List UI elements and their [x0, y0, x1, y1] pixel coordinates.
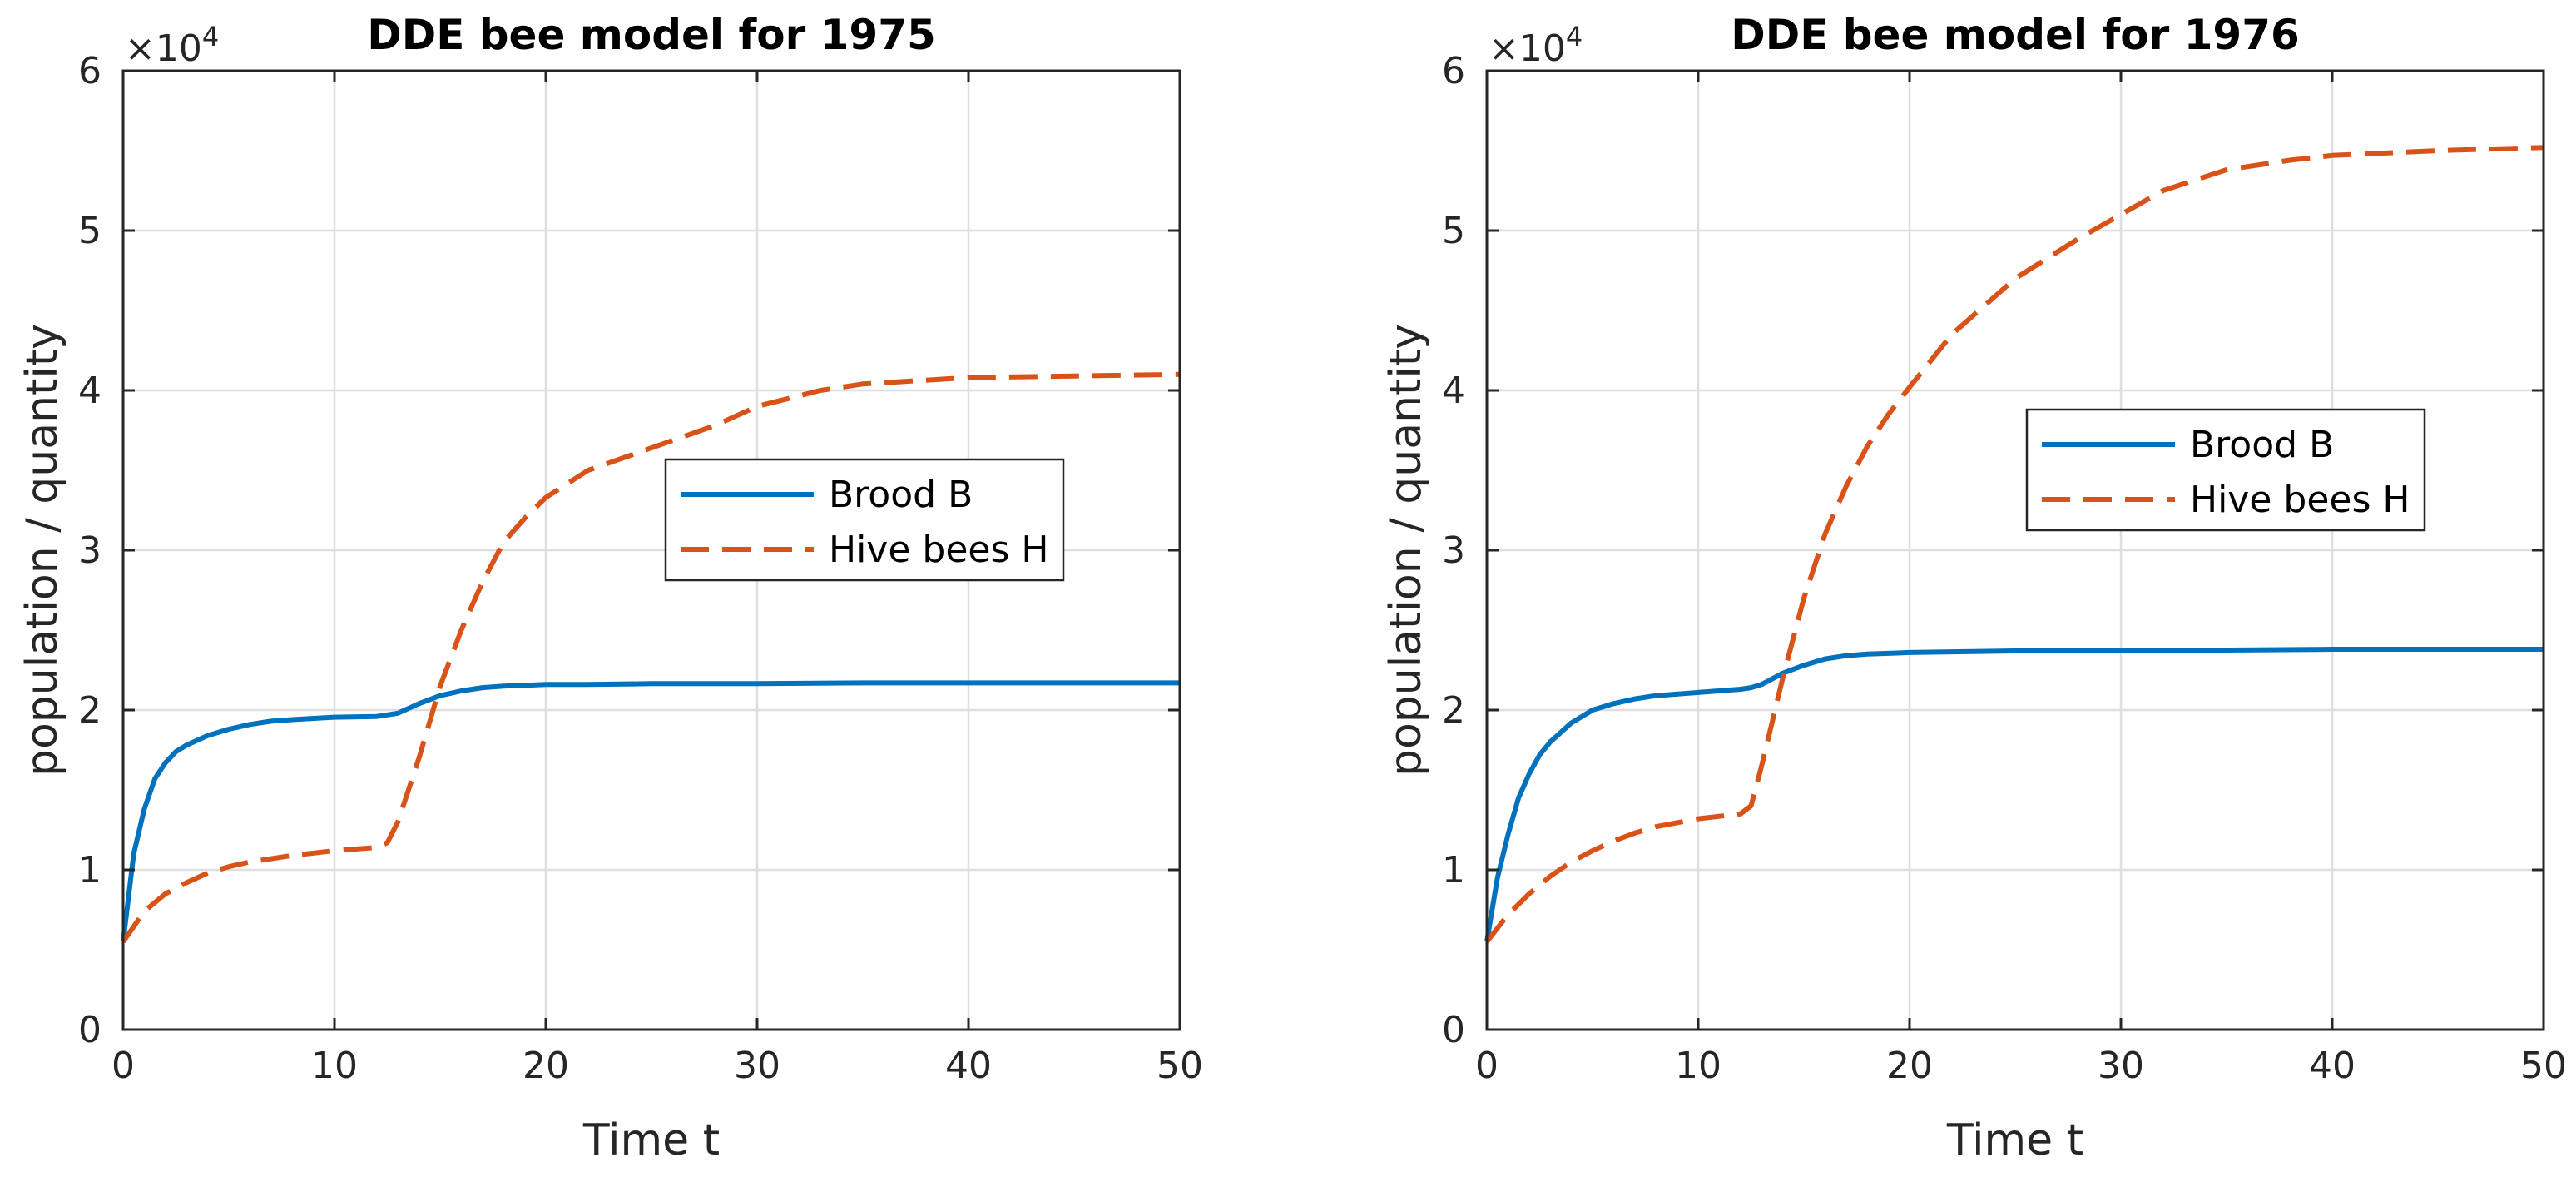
- x-tick-label: 0: [111, 1045, 135, 1087]
- chart-title: DDE bee model for 1976: [1731, 11, 2300, 59]
- x-tick-label: 30: [734, 1045, 780, 1087]
- x-tick-label: 50: [2520, 1045, 2567, 1087]
- y-tick-label: 6: [1442, 50, 1465, 92]
- y-axis-label: population / quantity: [1381, 324, 1431, 777]
- legend-entry-label: Hive bees H: [829, 529, 1048, 571]
- x-tick-label: 40: [945, 1045, 992, 1087]
- x-tick-label: 50: [1157, 1045, 1203, 1087]
- y-tick-label: 1: [78, 849, 102, 891]
- y-tick-label: 5: [78, 210, 102, 252]
- series-brood-line: [1484, 647, 2544, 942]
- legend-entry-label: Brood B: [829, 474, 973, 516]
- x-tick-label: 20: [1886, 1045, 1933, 1087]
- y-tick-label: 0: [78, 1009, 102, 1051]
- y-exponent-label: ×104: [125, 21, 219, 70]
- series-hive-bees-line: [1484, 145, 2544, 944]
- y-tick-label: 0: [1442, 1009, 1465, 1051]
- y-tick-label: 2: [78, 689, 102, 732]
- x-tick-label: 20: [523, 1045, 569, 1087]
- y-tick-label: 4: [78, 370, 102, 412]
- x-tick-label: 10: [1675, 1045, 1721, 1087]
- chart-panel-1: 0 10 20 30 40 50 0 1 2 3 4 5 6 ×104 DDE bee model for …: [17, 11, 1203, 1165]
- x-axis-label: Time t: [1946, 1115, 2083, 1165]
- y-axis-label: population / quantity: [17, 324, 67, 777]
- x-axis-label: Time t: [582, 1115, 720, 1165]
- series-brood-line: [121, 680, 1180, 942]
- legend-box: [664, 458, 1065, 582]
- x-tick-label: 10: [311, 1045, 358, 1087]
- legend: Brood B Hive bees H: [664, 458, 1065, 582]
- x-tick-label: 40: [2309, 1045, 2356, 1087]
- y-tick-label: 6: [78, 50, 102, 92]
- chart-title: DDE bee model for 1975: [367, 11, 936, 59]
- legend: Brood B Hive bees H: [2025, 408, 2426, 532]
- x-tick-label: 0: [1475, 1045, 1499, 1087]
- y-tick-label: 5: [1442, 210, 1465, 252]
- y-tick-label: 1: [1442, 849, 1465, 891]
- y-tick-label: 3: [1442, 529, 1465, 572]
- legend-entry-label: Brood B: [2190, 424, 2334, 466]
- y-tick-label: 4: [1442, 370, 1465, 412]
- series-hive-bees-line: [121, 371, 1181, 944]
- legend-entry-label: Hive bees H: [2190, 479, 2410, 521]
- x-tick-label: 30: [2098, 1045, 2144, 1087]
- y-exponent-label: ×104: [1489, 21, 1583, 70]
- y-tick-label: 3: [78, 529, 102, 572]
- chart-panel-2: 0 10 20 30 40 50 0 1 2 3 4 5 6 ×104 DDE bee model for …: [1381, 11, 2567, 1165]
- y-tick-label: 2: [1442, 689, 1465, 732]
- legend-box: [2025, 408, 2426, 532]
